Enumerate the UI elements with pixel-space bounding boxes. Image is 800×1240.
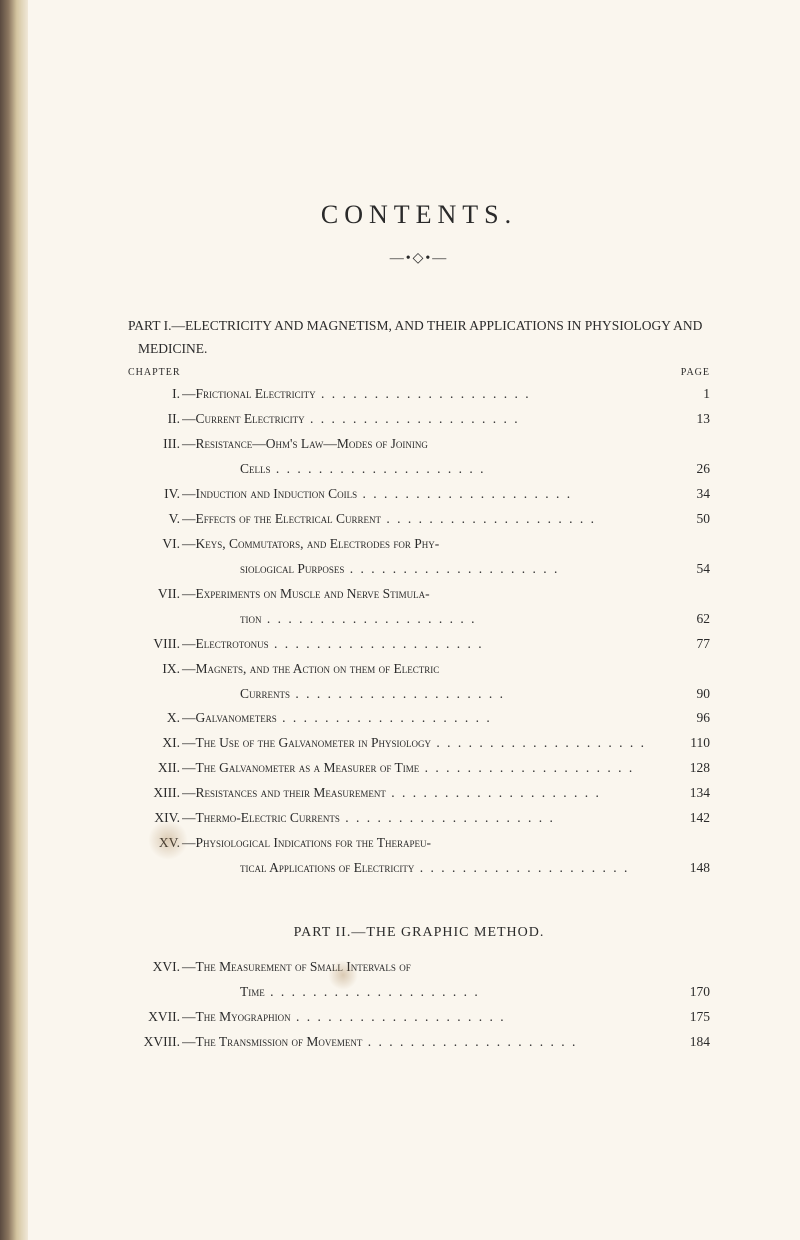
toc-line-cont: Cells26 — [128, 457, 710, 482]
toc-line: X.—Galvanometers96 — [128, 706, 710, 731]
page-number: 148 — [676, 856, 710, 881]
page-number: 54 — [676, 557, 710, 582]
page-number: 128 — [676, 756, 710, 781]
toc-line: XV.—Physiological Indications for the Th… — [128, 831, 710, 856]
part2-heading: PART II.—THE GRAPHIC METHOD. — [128, 925, 710, 941]
chapter-roman: XII. — [128, 756, 182, 781]
chapter-title: —The Myographion — [182, 1005, 676, 1030]
toc-line: V.—Effects of the Electrical Current50 — [128, 507, 710, 532]
contents-title: CONTENTS. — [128, 200, 710, 230]
chapter-roman: II. — [128, 407, 182, 432]
page-number: 170 — [676, 980, 710, 1005]
chapter-roman: XVII. — [128, 1005, 182, 1030]
chapter-title: —Current Electricity — [182, 407, 676, 432]
ornament-divider: —•◇•— — [128, 250, 710, 267]
toc-line: III.—Resistance—Ohm's Law—Modes of Joini… — [128, 432, 710, 457]
page-number: 175 — [676, 1005, 710, 1030]
page-number: 1 — [676, 382, 710, 407]
chapter-title: —Electrotonus — [182, 632, 676, 657]
toc-line: XIV.—Thermo-Electric Currents142 — [128, 806, 710, 831]
chapter-title-cont: Currents — [128, 682, 676, 707]
page-content: CONTENTS. —•◇•— PART I.—ELECTRICITY AND … — [28, 0, 800, 1240]
chapter-title: —The Use of the Galvanometer in Physiolo… — [182, 731, 676, 756]
page-number: 50 — [676, 507, 710, 532]
chapter-title-cont: Time — [128, 980, 676, 1005]
toc-line: XII.—The Galvanometer as a Measurer of T… — [128, 756, 710, 781]
toc-line: VIII.—Electrotonus77 — [128, 632, 710, 657]
page-header: PAGE — [681, 367, 710, 378]
chapter-title: —Induction and Induction Coils — [182, 482, 676, 507]
page-number: 96 — [676, 706, 710, 731]
chapter-roman: IV. — [128, 482, 182, 507]
chapter-header: CHAPTER — [128, 367, 181, 378]
chapter-title: —Resistance—Ohm's Law—Modes of Joining — [182, 432, 710, 457]
toc-line: VII.—Experiments on Muscle and Nerve Sti… — [128, 582, 710, 607]
chapter-roman: VIII. — [128, 632, 182, 657]
toc-line: XVII.—The Myographion175 — [128, 1005, 710, 1030]
page-number: 34 — [676, 482, 710, 507]
toc-line: VI.—Keys, Commutators, and Electrodes fo… — [128, 532, 710, 557]
column-header-row: CHAPTER PAGE — [128, 367, 710, 378]
chapter-roman: III. — [128, 432, 182, 457]
toc-line: XVIII.—The Transmission of Movement184 — [128, 1030, 710, 1055]
page-number: 90 — [676, 682, 710, 707]
foxing-stain — [328, 960, 358, 990]
chapter-roman: VII. — [128, 582, 182, 607]
page-number: 13 — [676, 407, 710, 432]
chapter-roman: XI. — [128, 731, 182, 756]
page-number: 142 — [676, 806, 710, 831]
toc-line: XI.—The Use of the Galvanometer in Physi… — [128, 731, 710, 756]
chapter-title: —The Transmission of Movement — [182, 1030, 676, 1055]
toc-line: II.—Current Electricity13 — [128, 407, 710, 432]
toc-line-cont: Time170 — [128, 980, 710, 1005]
chapter-roman: XVI. — [128, 955, 182, 980]
toc-line-cont: tical Applications of Electricity148 — [128, 856, 710, 881]
part1-toc-list: I.—Frictional Electricity1II.—Current El… — [128, 382, 710, 881]
book-spine — [0, 0, 28, 1240]
chapter-title-cont: tion — [128, 607, 676, 632]
chapter-title: —The Galvanometer as a Measurer of Time — [182, 756, 676, 781]
chapter-title: —Magnets, and the Action on them of Elec… — [182, 657, 710, 682]
page-number: 110 — [676, 731, 710, 756]
chapter-roman: X. — [128, 706, 182, 731]
chapter-title: —Galvanometers — [182, 706, 676, 731]
page-number: 62 — [676, 607, 710, 632]
page-number: 184 — [676, 1030, 710, 1055]
page-number: 77 — [676, 632, 710, 657]
chapter-title: —Thermo-Electric Currents — [182, 806, 676, 831]
page-number: 134 — [676, 781, 710, 806]
chapter-title: —Frictional Electricity — [182, 382, 676, 407]
chapter-title-cont: tical Applications of Electricity — [128, 856, 676, 881]
chapter-title: —Experiments on Muscle and Nerve Stimula… — [182, 582, 710, 607]
chapter-title-cont: siological Purposes — [128, 557, 676, 582]
chapter-title: —Physiological Indications for the Thera… — [182, 831, 710, 856]
chapter-title: —Effects of the Electrical Current — [182, 507, 676, 532]
toc-line: IX.—Magnets, and the Action on them of E… — [128, 657, 710, 682]
chapter-title-cont: Cells — [128, 457, 676, 482]
chapter-title: —Resistances and their Measurement — [182, 781, 676, 806]
part1-heading: PART I.—ELECTRICITY AND MAGNETISM, AND T… — [128, 315, 710, 361]
toc-line-cont: tion62 — [128, 607, 710, 632]
toc-line: XIII.—Resistances and their Measurement1… — [128, 781, 710, 806]
chapter-roman: V. — [128, 507, 182, 532]
chapter-title: —The Measurement of Small Intervals of — [182, 955, 710, 980]
foxing-stain — [148, 820, 188, 860]
chapter-roman: XVIII. — [128, 1030, 182, 1055]
toc-line-cont: Currents90 — [128, 682, 710, 707]
chapter-roman: I. — [128, 382, 182, 407]
toc-line: XVI.—The Measurement of Small Intervals … — [128, 955, 710, 980]
toc-line: IV.—Induction and Induction Coils34 — [128, 482, 710, 507]
page-number: 26 — [676, 457, 710, 482]
chapter-roman: VI. — [128, 532, 182, 557]
chapter-title: —Keys, Commutators, and Electrodes for P… — [182, 532, 710, 557]
toc-line-cont: siological Purposes54 — [128, 557, 710, 582]
part2-toc-list: XVI.—The Measurement of Small Intervals … — [128, 955, 710, 1055]
chapter-roman: IX. — [128, 657, 182, 682]
toc-line: I.—Frictional Electricity1 — [128, 382, 710, 407]
chapter-roman: XIII. — [128, 781, 182, 806]
